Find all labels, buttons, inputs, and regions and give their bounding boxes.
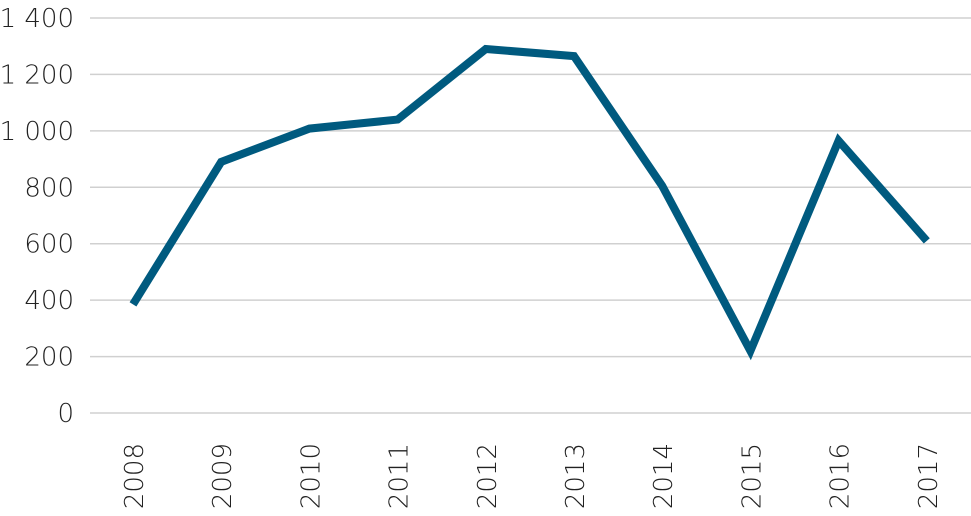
series-line-0 <box>129 44 930 361</box>
x-axis-labels: 2008 2009 2010 2011 2012 2013 2014 2015 2016 2017 <box>120 443 944 509</box>
y-axis-labels: 0 200 400 600 800 1 000 1 200 1 400 <box>0 4 74 429</box>
x-tick-label: 2015 <box>737 443 767 509</box>
y-tick-label: 1 400 <box>0 4 74 34</box>
y-tick-label: 600 <box>24 230 74 260</box>
y-tick-label: 1 200 <box>0 60 74 90</box>
x-tick-label: 2013 <box>561 443 591 509</box>
x-tick-label: 2008 <box>120 443 150 509</box>
y-tick-label: 0 <box>57 399 74 429</box>
x-tick-label: 2012 <box>473 443 503 509</box>
x-tick-label: 2011 <box>385 443 415 509</box>
x-tick-label: 2009 <box>208 443 238 509</box>
x-tick-label: 2016 <box>826 443 856 509</box>
gridlines <box>90 17 971 414</box>
y-tick-label: 800 <box>24 173 74 203</box>
x-tick-label: 2014 <box>649 443 679 509</box>
y-tick-label: 1 000 <box>0 117 74 147</box>
y-tick-label: 400 <box>24 286 74 316</box>
series-group <box>129 44 930 361</box>
x-tick-label: 2010 <box>296 443 326 509</box>
y-tick-label: 200 <box>24 343 74 373</box>
x-tick-label: 2017 <box>914 443 944 509</box>
